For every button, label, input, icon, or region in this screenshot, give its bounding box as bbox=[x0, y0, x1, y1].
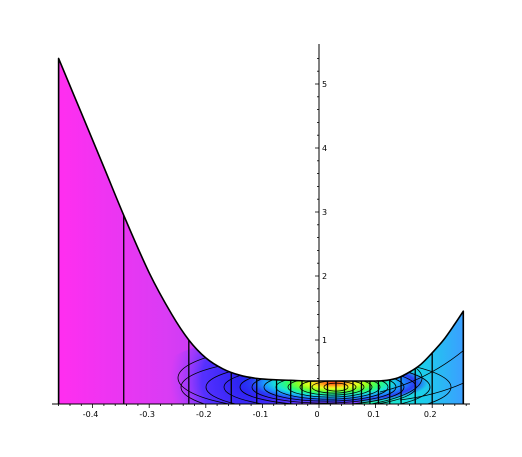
x-tick-label: 0 bbox=[314, 410, 319, 419]
contour-right-arc-2 bbox=[399, 379, 464, 401]
y-tick-label: 2 bbox=[322, 272, 327, 281]
x-tick-label: -0.4 bbox=[83, 410, 99, 419]
x-tick-label: -0.1 bbox=[253, 410, 269, 419]
y-tick-label: 5 bbox=[322, 80, 327, 89]
y-tick-label: 4 bbox=[322, 144, 327, 153]
contour-right-arc bbox=[379, 344, 464, 393]
x-tick-label: -0.3 bbox=[139, 410, 155, 419]
x-ticks: -0.4 -0.3 -0.2 -0.1 0 0.1 0.2 bbox=[58, 404, 467, 419]
x-tick-label: 0.2 bbox=[424, 410, 437, 419]
boundary-curve bbox=[57, 57, 465, 404]
axes: -0.4 -0.3 -0.2 -0.1 0 0.1 0.2 1 2 3 4 5 bbox=[52, 44, 470, 419]
y-ticks: 1 2 3 4 5 bbox=[315, 58, 327, 392]
y-tick-label: 3 bbox=[322, 208, 327, 217]
x-tick-label: 0.1 bbox=[367, 410, 380, 419]
y-tick-label: 1 bbox=[322, 336, 327, 345]
x-tick-label: -0.2 bbox=[196, 410, 212, 419]
